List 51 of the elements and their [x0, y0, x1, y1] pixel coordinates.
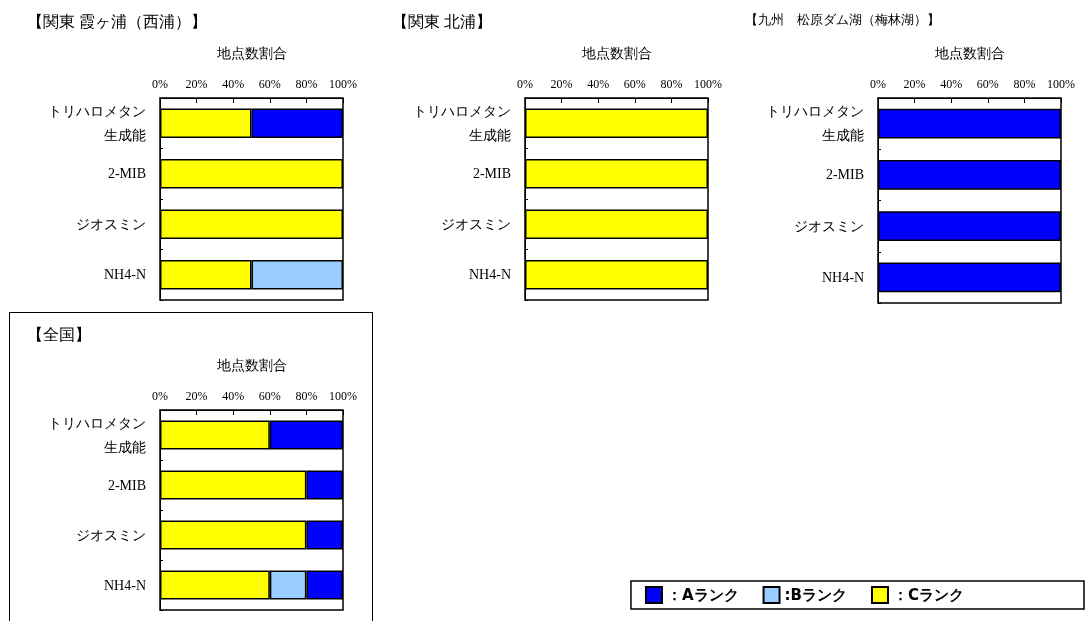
y-tick-label: トリハロメタン生成能: [413, 103, 511, 143]
x-tick-label: 20%: [185, 389, 208, 403]
x-tick-label: 0%: [152, 77, 168, 91]
x-tick-label: 60%: [976, 77, 999, 91]
x-axis-title: 地点数割合: [933, 45, 1005, 61]
y-tick-label: 2-MIB: [472, 166, 511, 182]
legend-label: ：Cランク: [892, 586, 965, 604]
x-tick-label: 100%: [694, 77, 722, 91]
x-tick-label: 0%: [870, 77, 886, 91]
x-tick-label: 80%: [295, 77, 318, 91]
x-tick-label: 0%: [152, 389, 168, 403]
x-tick-label: 20%: [903, 77, 926, 91]
chart-title: 【関東 北浦】: [392, 12, 492, 30]
chart-title: 【全国】: [27, 325, 91, 343]
y-tick-label: ジオスミン: [794, 218, 864, 234]
x-axis-title: 地点数割合: [580, 45, 652, 61]
x-axis-title: 地点数割合: [215, 357, 287, 373]
x-tick-label: 40%: [222, 389, 245, 403]
chart-title: 【関東 霞ヶ浦（西浦）】: [27, 12, 207, 30]
x-tick-label: 60%: [623, 77, 646, 91]
chart-title: 【九州 松原ダム湖（梅林湖）】: [745, 12, 940, 27]
y-tick-label: NH4-N: [469, 267, 511, 283]
y-tick-label: トリハロメタン生成能: [766, 104, 864, 144]
y-tick-label: トリハロメタン生成能: [48, 103, 146, 143]
y-tick-label: ジオスミン: [76, 527, 146, 543]
x-tick-label: 100%: [329, 389, 357, 403]
y-tick-label: ジオスミン: [76, 216, 146, 232]
x-tick-label: 0%: [517, 77, 533, 91]
legend-label: :Bランク: [784, 586, 847, 604]
x-tick-label: 80%: [660, 77, 683, 91]
x-tick-label: 100%: [329, 77, 357, 91]
x-tick-label: 60%: [258, 389, 281, 403]
x-tick-label: 40%: [940, 77, 963, 91]
y-tick-label: NH4-N: [104, 577, 146, 593]
y-tick-label: NH4-N: [822, 269, 864, 285]
y-tick-label: トリハロメタン生成能: [48, 415, 146, 455]
y-tick-label: 2-MIB: [107, 166, 146, 182]
x-tick-label: 20%: [550, 77, 573, 91]
x-tick-label: 100%: [1047, 77, 1075, 91]
y-tick-label: ジオスミン: [441, 216, 511, 232]
x-tick-label: 60%: [258, 77, 281, 91]
x-tick-label: 80%: [295, 389, 318, 403]
legend-label: ：Aランク: [666, 586, 739, 604]
x-tick-label: 40%: [222, 77, 245, 91]
x-tick-label: 20%: [185, 77, 208, 91]
y-tick-label: 2-MIB: [107, 477, 146, 493]
x-tick-label: 80%: [1013, 77, 1036, 91]
x-tick-label: 40%: [587, 77, 610, 91]
y-tick-label: NH4-N: [104, 267, 146, 283]
y-tick-label: 2-MIB: [825, 167, 864, 183]
x-axis-title: 地点数割合: [215, 45, 287, 61]
